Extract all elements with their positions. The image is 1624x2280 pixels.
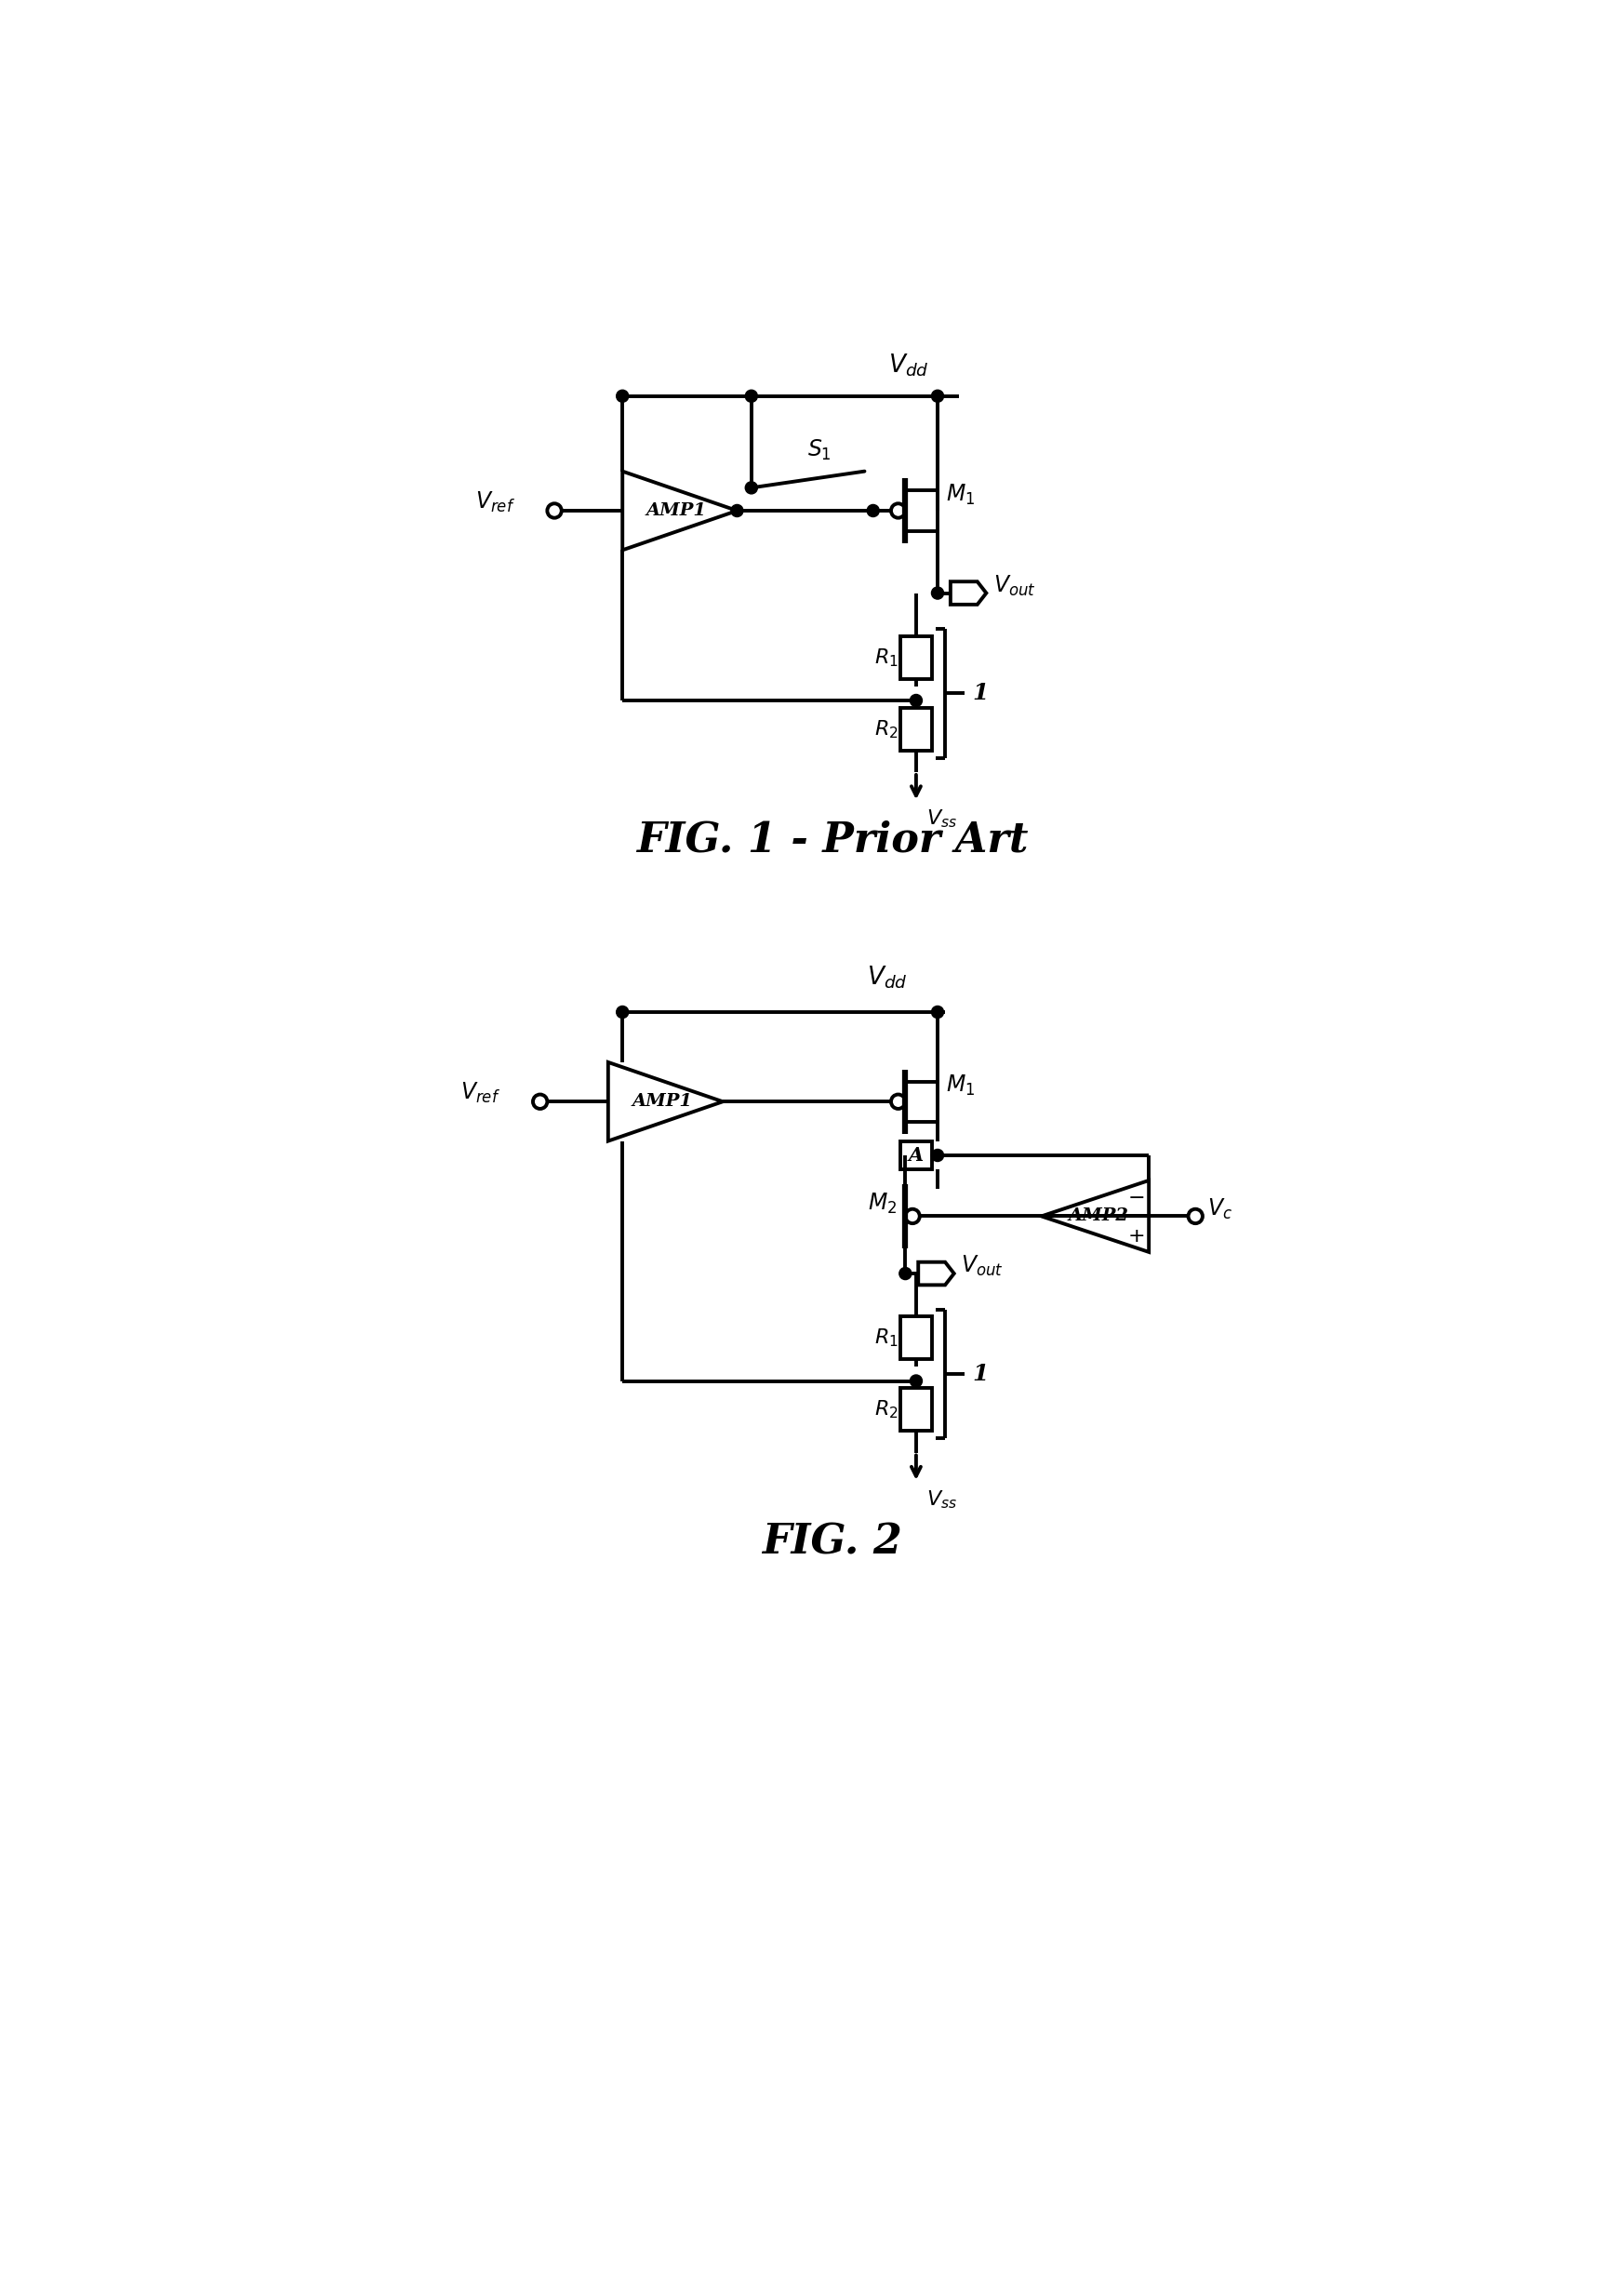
Text: $V_{dd}$: $V_{dd}$	[867, 964, 908, 990]
Text: $V_{ss}$: $V_{ss}$	[926, 1489, 957, 1509]
Circle shape	[932, 586, 944, 600]
Text: $M_1$: $M_1$	[947, 483, 976, 506]
Text: A: A	[908, 1147, 924, 1165]
Text: $M_2$: $M_2$	[867, 1190, 896, 1215]
Text: $V_{ref}$: $V_{ref}$	[461, 1081, 500, 1106]
Text: $S_1$: $S_1$	[807, 438, 831, 463]
Text: $R_1$: $R_1$	[874, 1327, 898, 1350]
Text: $R_2$: $R_2$	[874, 718, 898, 741]
Bar	[900, 707, 932, 750]
Text: 1: 1	[971, 682, 987, 705]
Circle shape	[932, 1149, 944, 1161]
Text: FIG. 1 - Prior Art: FIG. 1 - Prior Art	[637, 821, 1028, 860]
Text: $M_1$: $M_1$	[947, 1074, 976, 1099]
Bar	[900, 1316, 932, 1359]
Bar	[900, 1142, 932, 1170]
Text: $V_{out}$: $V_{out}$	[994, 575, 1036, 597]
Circle shape	[731, 504, 744, 518]
Bar	[900, 636, 932, 679]
Circle shape	[745, 481, 757, 495]
Text: $V_{out}$: $V_{out}$	[961, 1254, 1004, 1279]
Text: $V_c$: $V_c$	[1208, 1197, 1233, 1222]
Text: $-$: $-$	[1127, 1188, 1145, 1206]
Circle shape	[932, 390, 944, 401]
Circle shape	[909, 1375, 922, 1386]
Circle shape	[867, 504, 879, 518]
Circle shape	[909, 695, 922, 707]
Text: FIG. 2: FIG. 2	[762, 1523, 903, 1562]
Text: $+$: $+$	[1127, 1227, 1145, 1245]
Circle shape	[617, 1005, 628, 1019]
Circle shape	[617, 390, 628, 401]
Circle shape	[932, 1005, 944, 1019]
Text: $V_{dd}$: $V_{dd}$	[888, 351, 929, 378]
Bar	[900, 1389, 932, 1432]
Text: AMP1: AMP1	[632, 1092, 692, 1110]
Text: $R_2$: $R_2$	[874, 1398, 898, 1420]
Text: $R_1$: $R_1$	[874, 648, 898, 668]
Text: 1: 1	[971, 1363, 987, 1384]
Text: $V_{ref}$: $V_{ref}$	[474, 490, 515, 515]
Circle shape	[900, 1268, 911, 1279]
Text: AMP1: AMP1	[646, 502, 706, 520]
Text: AMP2: AMP2	[1069, 1208, 1129, 1224]
Text: $V_{ss}$: $V_{ss}$	[926, 807, 957, 830]
Circle shape	[745, 390, 757, 401]
